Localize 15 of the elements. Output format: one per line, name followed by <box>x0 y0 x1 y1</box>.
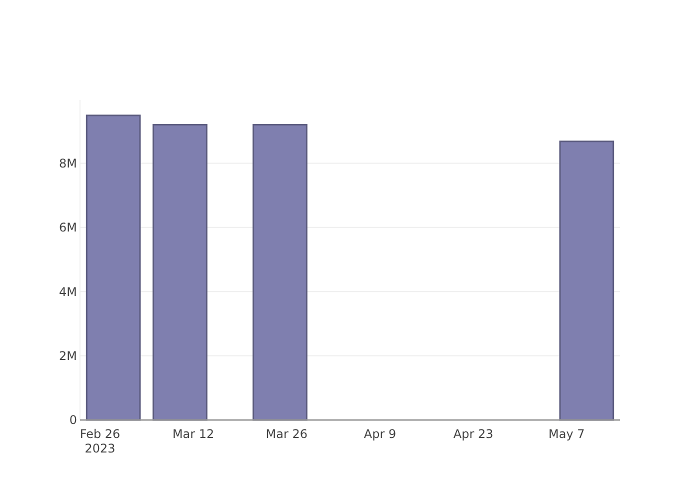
y-tick-label: 4M <box>59 284 77 299</box>
y-tick-label: 2M <box>59 349 77 364</box>
bar <box>559 140 614 421</box>
x-tick-label: Mar 12 <box>172 427 214 442</box>
x-tick-label: Apr 9 <box>364 427 396 442</box>
y-tick-label: 0 <box>69 413 77 428</box>
y-tick-label: 6M <box>59 220 77 235</box>
bar <box>152 124 208 421</box>
x-tick-label: May 7 <box>548 427 585 442</box>
bar <box>252 124 308 421</box>
x-tick-label: Mar 26 <box>266 427 308 442</box>
x-tick-label: Apr 23 <box>453 427 494 442</box>
x-tick-label: Feb 26 2023 <box>80 427 120 456</box>
bar <box>86 114 141 421</box>
y-tick-label: 8M <box>59 156 77 170</box>
